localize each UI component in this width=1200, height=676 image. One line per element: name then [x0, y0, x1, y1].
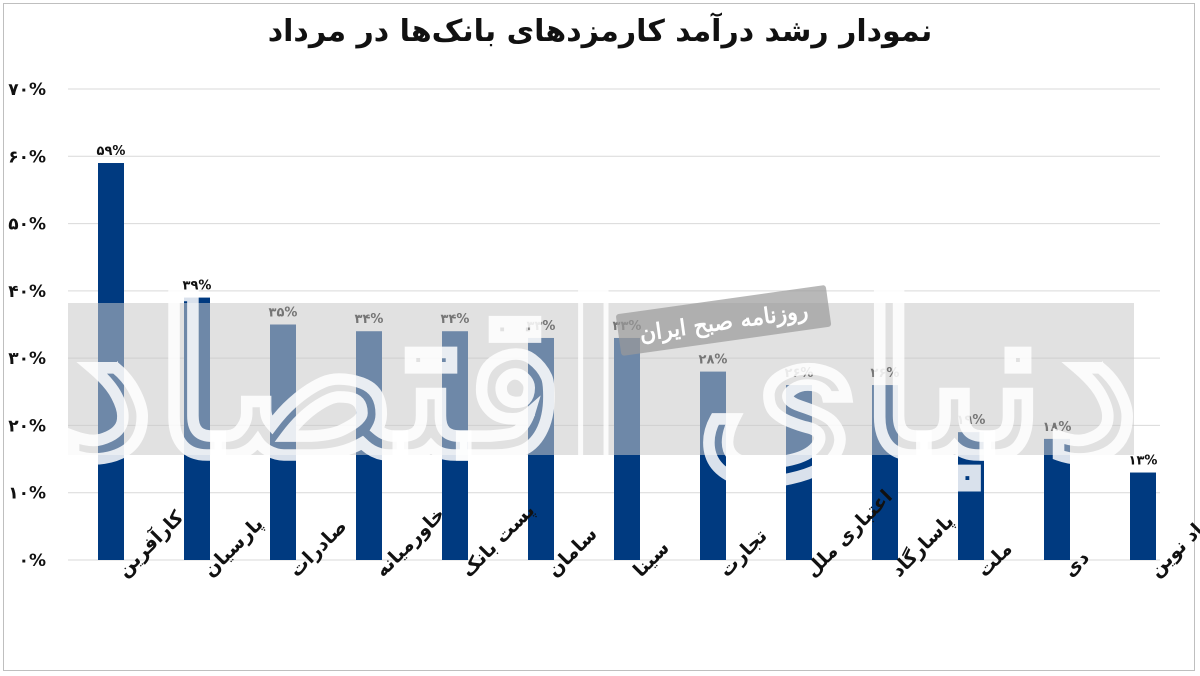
- x-category-label: پست بانک: [457, 499, 539, 581]
- chart-title: نمودار رشد درآمد کارمزدهای بانک‌ها در مر…: [267, 14, 933, 49]
- y-tick-label: ۷۰%: [8, 80, 46, 100]
- watermark: روزنامه صبح ایران دنیای اقتصاد: [58, 256, 1142, 508]
- bar: [1044, 438, 1070, 560]
- x-category-label: خاورمیانه: [371, 503, 449, 581]
- y-tick-label: ۱۰%: [8, 484, 46, 504]
- bar-value-label: ۱۳%: [1129, 454, 1158, 469]
- bar: [1130, 472, 1156, 560]
- y-axis-tick-labels: ۰% ۱۰% ۲۰% ۳۰% ۴۰% ۵۰% ۶۰% ۷۰%: [8, 80, 46, 571]
- y-tick-label: ۲۰%: [8, 416, 46, 436]
- y-tick-label: ۳۰%: [8, 349, 46, 369]
- chart-frame: [3, 3, 1195, 671]
- y-tick-label: ۴۰%: [8, 282, 46, 302]
- bar-value-label: ۵۹%: [97, 144, 126, 159]
- watermark-band: [68, 303, 1134, 455]
- y-tick-label: ۰%: [19, 551, 46, 571]
- bar-value-label: ۳۹%: [183, 279, 212, 294]
- watermark-logo-text: دنیای اقتصاد: [61, 258, 1140, 505]
- y-tick-label: ۶۰%: [8, 147, 46, 167]
- y-tick-label: ۵۰%: [8, 215, 46, 235]
